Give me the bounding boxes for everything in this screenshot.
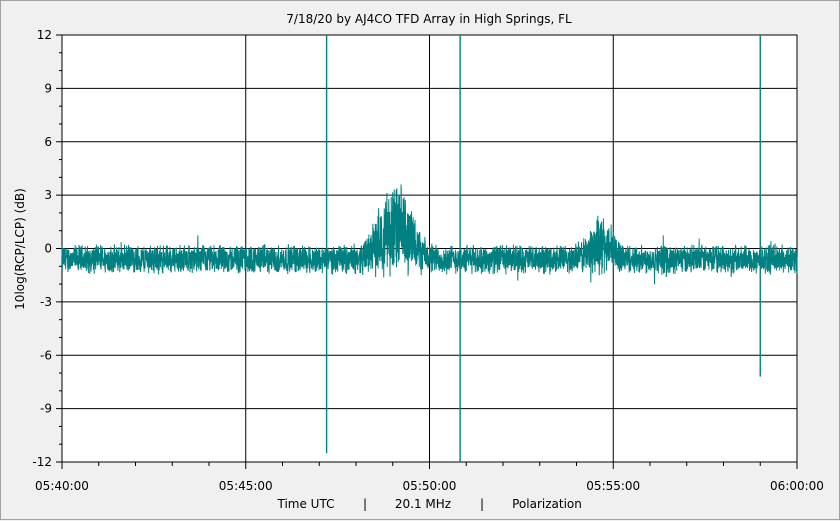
y-tick-label: 6 (44, 135, 52, 149)
x-tick-label: 05:50:00 (403, 479, 457, 493)
x-label-sep2: | (480, 497, 484, 511)
x-tick-label: 06:00:00 (770, 479, 824, 493)
y-tick-label: 9 (44, 81, 52, 95)
data-series (61, 35, 798, 462)
x-axis-ticks: 05:40:00 05:45:00 05:50:00 05:55:00 06:00:00 (35, 462, 824, 493)
y-tick-label: 12 (37, 28, 52, 42)
chart-title: 7/18/20 by AJ4CO TFD Array in High Sprin… (286, 12, 572, 26)
y-tick-label: -9 (40, 402, 52, 416)
x-label-mode: Polarization (512, 497, 582, 511)
series-trace (61, 184, 798, 285)
x-tick-label: 05:40:00 (35, 479, 89, 493)
y-axis-label: 10log(RCP/LCP) (dB) (13, 188, 27, 310)
y-tick-label: 0 (44, 242, 52, 256)
x-label-freq: 20.1 MHz (395, 497, 451, 511)
x-axis-label: Time UTC | 20.1 MHz | Polarization (277, 497, 582, 511)
x-tick-label: 05:45:00 (219, 479, 273, 493)
y-tick-label: -6 (40, 348, 52, 362)
y-axis-ticks: 12 9 6 3 0 -3 -6 -9 -12 (32, 28, 62, 469)
x-label-sep1: | (363, 497, 367, 511)
y-tick-label: -3 (40, 295, 52, 309)
y-tick-label: 3 (44, 188, 52, 202)
x-label-time: Time UTC (277, 497, 335, 511)
y-tick-label: -12 (32, 455, 52, 469)
x-tick-label: 05:55:00 (586, 479, 640, 493)
